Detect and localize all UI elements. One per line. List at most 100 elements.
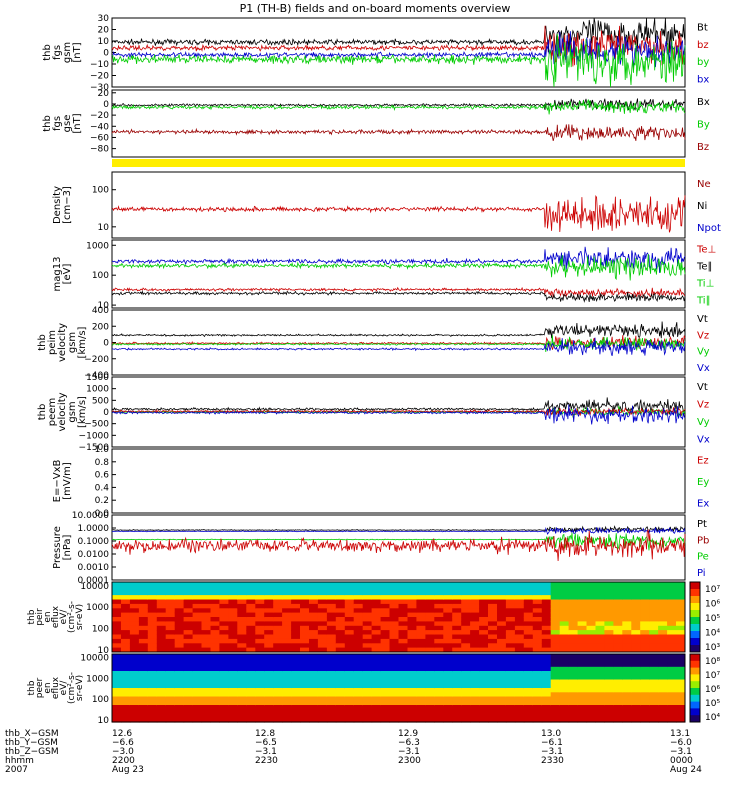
spectrogram-cell bbox=[183, 688, 194, 693]
spectrogram-cell bbox=[667, 700, 677, 706]
spectrogram-cell bbox=[461, 679, 471, 685]
spectrogram-cell bbox=[192, 634, 203, 640]
spectrogram-cell bbox=[344, 595, 355, 600]
panel-peim_velocity: 4002000−200−400thbpeimvelocitygsm[km/s]V… bbox=[37, 306, 710, 381]
spectrogram-cell bbox=[407, 658, 417, 664]
series-te∥ bbox=[111, 290, 686, 303]
spectrogram-cell bbox=[658, 586, 668, 592]
spectrogram-cell bbox=[541, 590, 552, 596]
spectrogram-cell bbox=[255, 643, 265, 649]
spectrogram-cell bbox=[568, 634, 579, 640]
y-tick-label: 0.0100 bbox=[78, 550, 110, 560]
spectrogram-cell bbox=[156, 638, 167, 644]
spectrogram-cell bbox=[497, 638, 507, 644]
spectrogram-cell bbox=[514, 595, 525, 600]
spectrogram-cell bbox=[282, 671, 292, 676]
spectrogram-cell bbox=[291, 595, 301, 600]
spectrogram-cell bbox=[273, 603, 283, 609]
spectrogram-cell bbox=[541, 671, 552, 676]
spectrogram-cell bbox=[577, 621, 588, 627]
spectrogram-cell bbox=[407, 599, 417, 605]
spectrogram-cell bbox=[523, 643, 534, 649]
spectrogram-cell bbox=[147, 582, 158, 587]
spectrogram-cell bbox=[121, 617, 131, 622]
spectrogram-cell bbox=[264, 679, 274, 685]
spectrogram-cell bbox=[425, 675, 435, 681]
spectrogram-cell bbox=[246, 612, 256, 618]
spectrogram-cell bbox=[300, 709, 310, 715]
spectrogram-cell bbox=[550, 717, 561, 723]
spectrogram-cell bbox=[559, 638, 570, 644]
spectrogram-cell bbox=[667, 603, 677, 609]
y-tick-label: 0.4 bbox=[95, 483, 110, 493]
series-pt bbox=[112, 525, 686, 534]
spectrogram-cell bbox=[309, 671, 319, 676]
spectrogram-cell bbox=[273, 608, 283, 614]
spectrogram-cell bbox=[479, 654, 489, 659]
spectrogram-cell bbox=[443, 696, 453, 702]
spectrogram-cell bbox=[523, 692, 534, 698]
spectrogram-cell bbox=[344, 590, 355, 596]
series-vt bbox=[111, 397, 686, 415]
spectrogram-cell bbox=[219, 658, 229, 664]
legend-pi: Pi bbox=[697, 568, 706, 579]
spectrogram-cell bbox=[246, 643, 256, 649]
spectrogram-cell bbox=[604, 630, 614, 635]
series-te⊥ bbox=[111, 286, 686, 299]
colorbar-segment bbox=[690, 708, 700, 716]
spectrogram-cell bbox=[112, 658, 122, 664]
spectrogram-cell bbox=[353, 717, 364, 723]
spectrogram-cell bbox=[192, 638, 203, 644]
spectrogram-cell bbox=[228, 590, 238, 596]
colorbar-segment bbox=[690, 610, 700, 618]
spectrogram-cell bbox=[380, 625, 391, 631]
spectrogram-cell bbox=[121, 599, 131, 605]
spectrogram-cell bbox=[586, 638, 596, 644]
y-tick-label: 100 bbox=[92, 271, 109, 281]
spectrogram-cell bbox=[291, 717, 301, 723]
spectrogram-cell bbox=[586, 625, 596, 631]
spectrogram-cell bbox=[353, 713, 364, 719]
spectrogram-cell bbox=[210, 717, 220, 723]
spectrogram-cell bbox=[371, 709, 382, 715]
spectrogram-cell bbox=[192, 630, 203, 635]
spectrogram-cell bbox=[138, 709, 149, 715]
spectrogram-cell bbox=[389, 696, 399, 702]
spectrogram-cell bbox=[138, 638, 149, 644]
spectrogram-cell bbox=[192, 654, 203, 659]
spectrogram-cell bbox=[129, 630, 140, 635]
spectrogram-cell bbox=[497, 654, 507, 659]
spectrogram-cell bbox=[129, 638, 140, 644]
spectrogram-cell bbox=[658, 612, 668, 618]
spectrogram-cell bbox=[452, 617, 462, 622]
spectrogram-cell bbox=[550, 692, 561, 698]
panel-frame bbox=[111, 514, 686, 581]
spectrogram-cell bbox=[479, 692, 489, 698]
spectrogram-cell bbox=[505, 696, 516, 702]
spectrogram-cell bbox=[219, 647, 229, 653]
spectrogram-cell bbox=[649, 654, 659, 659]
spectrogram-cell bbox=[658, 705, 668, 710]
spectrogram-cell bbox=[568, 700, 579, 706]
spectrogram-cell bbox=[595, 582, 605, 587]
spectrogram-cell bbox=[228, 595, 238, 600]
y-tick-label: −200 bbox=[84, 355, 109, 365]
spectrogram-cell bbox=[613, 586, 623, 592]
spectrogram-cell bbox=[434, 621, 444, 627]
spectrogram-cell bbox=[228, 717, 238, 723]
spectrogram-cell bbox=[577, 647, 588, 653]
spectrogram-cell bbox=[452, 696, 462, 702]
spectrogram-cell bbox=[344, 582, 355, 587]
spectrogram-cell bbox=[577, 599, 588, 605]
spectrogram-cell bbox=[443, 603, 453, 609]
spectrogram-cell bbox=[434, 688, 444, 693]
spectrogram-cell bbox=[273, 612, 283, 618]
spectrogram-cell bbox=[147, 700, 158, 706]
spectrogram-cell bbox=[228, 713, 238, 719]
panel-frame bbox=[111, 581, 686, 653]
spectrogram-cell bbox=[353, 683, 364, 689]
legend-pt: Pt bbox=[697, 519, 707, 530]
spectrogram-cell bbox=[147, 603, 158, 609]
spectrogram-cell bbox=[640, 617, 650, 622]
spectrogram-cell bbox=[470, 654, 480, 659]
